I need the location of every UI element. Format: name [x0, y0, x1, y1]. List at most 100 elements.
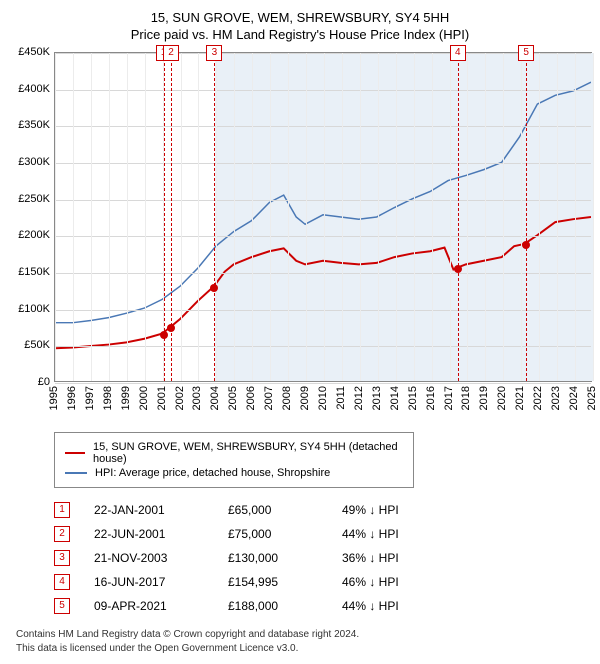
x-tick-label: 2001 — [156, 386, 168, 410]
x-tick-label: 2007 — [263, 386, 275, 410]
legend-swatch — [65, 472, 87, 474]
vgrid-line — [127, 53, 128, 381]
vgrid-line — [503, 53, 504, 381]
vgrid-line — [288, 53, 289, 381]
footer-line2: This data is licensed under the Open Gov… — [16, 642, 592, 656]
hgrid-line — [55, 273, 591, 274]
vgrid-line — [91, 53, 92, 381]
vgrid-line — [593, 53, 594, 381]
transaction-diff: 44% ↓ HPI — [342, 599, 452, 613]
y-tick-label: £50K — [24, 339, 50, 351]
vgrid-line — [306, 53, 307, 381]
transaction-date: 16-JUN-2017 — [94, 575, 204, 589]
legend-label: HPI: Average price, detached house, Shro… — [95, 467, 330, 479]
x-tick-label: 2000 — [138, 386, 150, 410]
vgrid-line — [181, 53, 182, 381]
transaction-price: £154,995 — [228, 575, 318, 589]
vgrid-line — [450, 53, 451, 381]
sale-marker-badge: 5 — [518, 45, 534, 61]
transactions-table: 122-JAN-2001£65,00049% ↓ HPI222-JUN-2001… — [54, 502, 592, 614]
x-tick-label: 2002 — [174, 386, 186, 410]
hgrid-line — [55, 310, 591, 311]
x-tick-label: 2019 — [478, 386, 490, 410]
y-tick-label: £250K — [18, 193, 50, 205]
sale-point — [167, 324, 175, 332]
x-tick-label: 1996 — [66, 386, 78, 410]
x-tick-label: 2021 — [514, 386, 526, 410]
vgrid-line — [575, 53, 576, 381]
x-tick-label: 2010 — [317, 386, 329, 410]
transaction-row: 222-JUN-2001£75,00044% ↓ HPI — [54, 526, 592, 542]
sale-marker-line — [214, 53, 215, 381]
vgrid-line — [485, 53, 486, 381]
x-tick-label: 2015 — [407, 386, 419, 410]
transaction-diff: 46% ↓ HPI — [342, 575, 452, 589]
vgrid-line — [198, 53, 199, 381]
legend-label: 15, SUN GROVE, WEM, SHREWSBURY, SY4 5HH … — [93, 441, 403, 465]
y-tick-label: £350K — [18, 119, 50, 131]
vgrid-line — [432, 53, 433, 381]
vgrid-line — [109, 53, 110, 381]
y-tick-label: £450K — [18, 46, 50, 58]
x-tick-label: 2006 — [245, 386, 257, 410]
vgrid-line — [467, 53, 468, 381]
hgrid-line — [55, 53, 591, 54]
line-series-svg — [55, 53, 591, 381]
x-tick-label: 1999 — [120, 386, 132, 410]
transaction-row: 509-APR-2021£188,00044% ↓ HPI — [54, 598, 592, 614]
vgrid-line — [324, 53, 325, 381]
x-tick-label: 2016 — [425, 386, 437, 410]
title-address: 15, SUN GROVE, WEM, SHREWSBURY, SY4 5HH — [8, 10, 592, 25]
series-line — [55, 82, 591, 323]
footer-attribution: Contains HM Land Registry data © Crown c… — [16, 628, 592, 656]
transaction-diff: 36% ↓ HPI — [342, 551, 452, 565]
hgrid-line — [55, 346, 591, 347]
hgrid-line — [55, 200, 591, 201]
x-tick-label: 1998 — [102, 386, 114, 410]
transaction-badge: 3 — [54, 550, 70, 566]
y-tick-label: £200K — [18, 229, 50, 241]
x-tick-label: 2011 — [335, 386, 347, 410]
transaction-price: £65,000 — [228, 503, 318, 517]
x-tick-label: 2023 — [550, 386, 562, 410]
transaction-price: £130,000 — [228, 551, 318, 565]
vgrid-line — [360, 53, 361, 381]
chart-titles: 15, SUN GROVE, WEM, SHREWSBURY, SY4 5HH … — [8, 10, 592, 42]
footer-line1: Contains HM Land Registry data © Crown c… — [16, 628, 592, 642]
hgrid-line — [55, 90, 591, 91]
y-tick-label: £400K — [18, 83, 50, 95]
x-tick-label: 2022 — [532, 386, 544, 410]
vgrid-line — [216, 53, 217, 381]
sale-marker-line — [458, 53, 459, 381]
title-subtitle: Price paid vs. HM Land Registry's House … — [8, 27, 592, 42]
transaction-date: 22-JAN-2001 — [94, 503, 204, 517]
x-tick-label: 2008 — [281, 386, 293, 410]
x-tick-label: 1997 — [84, 386, 96, 410]
transaction-badge: 2 — [54, 526, 70, 542]
vgrid-line — [557, 53, 558, 381]
x-tick-label: 2003 — [191, 386, 203, 410]
x-tick-label: 2020 — [496, 386, 508, 410]
sale-marker-badge: 4 — [450, 45, 466, 61]
vgrid-line — [521, 53, 522, 381]
sale-point — [210, 284, 218, 292]
y-tick-label: £100K — [18, 303, 50, 315]
x-tick-label: 2012 — [353, 386, 365, 410]
sale-point — [160, 331, 168, 339]
y-tick-label: £300K — [18, 156, 50, 168]
vgrid-line — [539, 53, 540, 381]
vgrid-line — [234, 53, 235, 381]
x-tick-label: 1995 — [48, 386, 60, 410]
vgrid-line — [378, 53, 379, 381]
hgrid-line — [55, 236, 591, 237]
plot-area: 12345 — [54, 52, 592, 382]
sale-point — [454, 265, 462, 273]
transaction-row: 4 16-JUN-2017 £154,995 46% ↓ HPI — [54, 574, 592, 590]
transaction-badge: 4 — [54, 574, 70, 590]
legend-item: 15, SUN GROVE, WEM, SHREWSBURY, SY4 5HH … — [65, 441, 403, 465]
transaction-badge: 1 — [54, 502, 70, 518]
x-tick-label: 2024 — [568, 386, 580, 410]
x-tick-label: 2004 — [209, 386, 221, 410]
x-tick-label: 2009 — [299, 386, 311, 410]
transaction-date: 09-APR-2021 — [94, 599, 204, 613]
